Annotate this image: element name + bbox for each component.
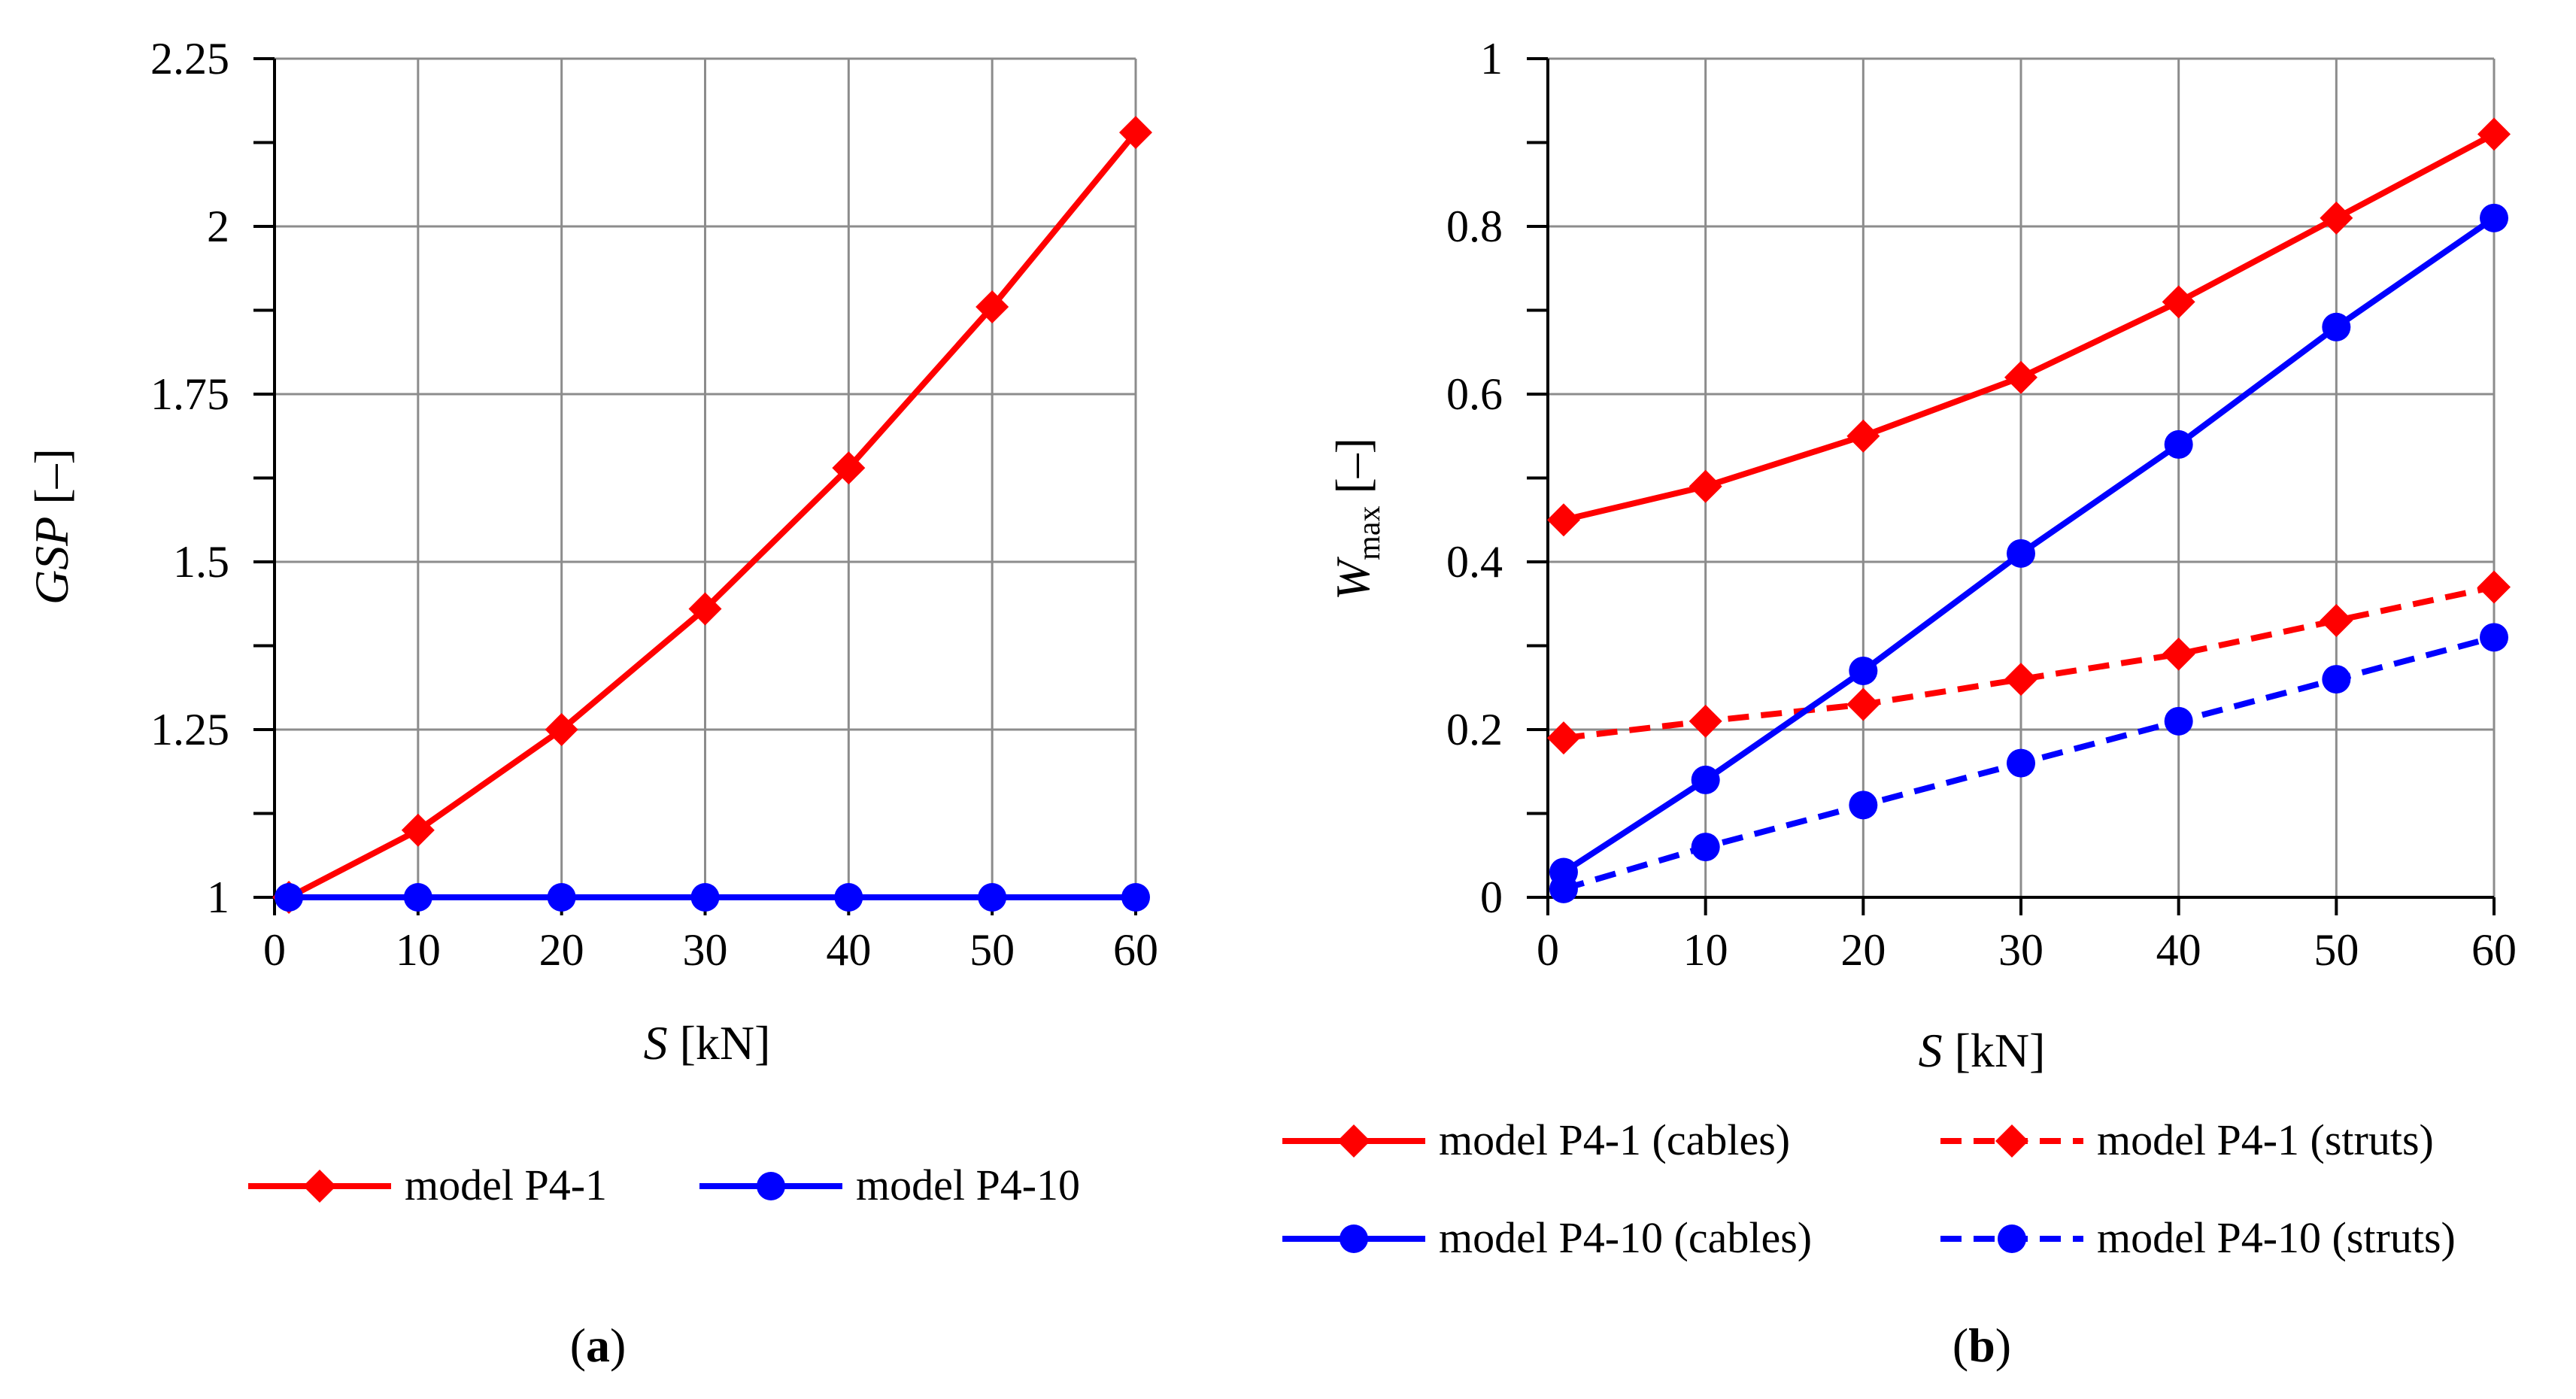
chart-b-data-point xyxy=(1546,721,1580,755)
chart-b-data-point xyxy=(1849,656,1878,685)
chart-b-data-point xyxy=(1689,704,1722,738)
chart-a-data-point xyxy=(275,883,304,912)
chart-b-data-point xyxy=(2322,312,2351,341)
chart-b-y-tick-label: 0 xyxy=(1480,872,1503,922)
chart-b-data-point xyxy=(1549,874,1578,903)
chart-b-y-tick-label: 0.2 xyxy=(1446,705,1503,754)
chart-a-y-tick-label: 1.25 xyxy=(150,705,229,754)
chart-b-data-point xyxy=(2004,663,2037,696)
chart-b-data-point xyxy=(2480,203,2508,232)
legend-marker-0 xyxy=(1337,1124,1370,1158)
chart-a-data-point xyxy=(1121,883,1150,912)
chart-a-x-tick-label: 50 xyxy=(969,925,1015,975)
chart-b-data-point xyxy=(2320,604,2353,638)
chart-b-x-tick-label: 20 xyxy=(1840,925,1886,975)
chart-a-data-point xyxy=(690,883,720,912)
chart-a-x-axis-title: S [kN] xyxy=(644,1016,771,1070)
chart-b-data-point xyxy=(2322,665,2351,694)
chart-a-legend: model P4-1 model P4-10 xyxy=(248,1161,1080,1209)
chart-b-data-point xyxy=(2004,360,2037,394)
chart-a: 0 10 20 30 40 50 60 1 1.25 1.5 1.75 2 2.25 GSP [–] S… xyxy=(25,34,1158,1372)
chart-b-data-point xyxy=(2477,117,2511,151)
chart-b-series xyxy=(1546,117,2511,903)
chart-b: 0 10 20 30 40 50 60 0 0.2 0.4 0.6 0.8 1 Wmax [–] S [… xyxy=(1282,34,2517,1372)
chart-a-x-tick-label: 0 xyxy=(263,925,286,975)
chart-b-data-point xyxy=(2162,285,2195,319)
chart-b-y-axis-title: Wmax [–] xyxy=(1326,438,1387,600)
chart-b-panel-label: (b) xyxy=(1952,1319,2011,1372)
chart-a-y-axis-title: GSP [–] xyxy=(25,448,78,605)
chart-a-data-point xyxy=(832,451,866,485)
chart-a-frame xyxy=(253,57,1137,915)
chart-b-y-tick-label: 0.4 xyxy=(1446,537,1503,587)
chart-b-y-tick-label: 0.8 xyxy=(1446,202,1503,251)
chart-b-data-point xyxy=(2007,539,2035,568)
chart-b-x-axis-title: S [kN] xyxy=(1919,1024,2046,1077)
chart-b-x-tick-label: 30 xyxy=(1998,925,2044,975)
legend-marker-1 xyxy=(1995,1124,2028,1158)
chart-b-frame xyxy=(1527,57,2496,915)
chart-a-grid xyxy=(275,57,1137,897)
legend-label-1: model P4-10 xyxy=(856,1161,1080,1209)
legend-marker-0 xyxy=(303,1170,336,1203)
chart-a-x-tick-label: 40 xyxy=(826,925,871,975)
chart-b-data-point xyxy=(2477,570,2511,604)
chart-a-data-point xyxy=(975,290,1009,324)
chart-b-data-point xyxy=(2480,623,2508,652)
chart-a-x-tick-label: 10 xyxy=(396,925,441,975)
legend-label-3: model P4-10 (struts) xyxy=(2097,1213,2456,1262)
chart-b-data-point xyxy=(2320,201,2353,235)
chart-a-data-point xyxy=(978,883,1007,912)
legend-marker-3 xyxy=(1998,1225,2026,1253)
chart-a-y-tick-label: 2.25 xyxy=(150,34,229,83)
chart-a-series-line-0 xyxy=(287,130,1139,900)
chart-b-data-point xyxy=(1546,503,1580,537)
chart-b-x-tick-label: 50 xyxy=(2314,925,2359,975)
chart-a-tick-labels: 0 10 20 30 40 50 60 1 1.25 1.5 1.75 2 2.25 xyxy=(150,34,1158,975)
chart-b-data-point xyxy=(2007,748,2035,778)
chart-a-y-tick-label: 1.5 xyxy=(173,537,229,587)
chart-b-data-point xyxy=(2162,637,2195,671)
chart-a-data-point xyxy=(401,813,435,847)
chart-b-legend: model P4-1 (cables) model P4-1 (struts) mo… xyxy=(1282,1115,2456,1262)
chart-a-panel-label: (a) xyxy=(570,1319,627,1372)
chart-a-y-tick-label: 2 xyxy=(207,202,229,251)
chart-a-x-tick-label: 30 xyxy=(683,925,728,975)
chart-a-x-tick-label: 60 xyxy=(1113,925,1158,975)
chart-b-x-tick-label: 40 xyxy=(2156,925,2201,975)
chart-b-data-point xyxy=(1689,469,1722,503)
chart-a-data-point xyxy=(834,883,863,912)
chart-a-data-point xyxy=(403,883,432,912)
chart-b-x-tick-label: 60 xyxy=(2471,925,2517,975)
chart-b-x-tick-label: 0 xyxy=(1537,925,1559,975)
chart-a-x-tick-label: 20 xyxy=(539,925,584,975)
chart-b-tick-labels: 0 10 20 30 40 50 60 0 0.2 0.4 0.6 0.8 1 xyxy=(1446,34,2517,975)
chart-b-series-line-0 xyxy=(1563,131,2496,523)
chart-b-data-point xyxy=(1846,419,1880,453)
legend-marker-2 xyxy=(1340,1225,1368,1253)
legend-label-2: model P4-10 (cables) xyxy=(1439,1213,1812,1262)
chart-b-y-tick-label: 0.6 xyxy=(1446,369,1503,419)
chart-b-data-point xyxy=(1691,765,1720,794)
legend-marker-1 xyxy=(757,1172,785,1200)
legend-label-0: model P4-1 xyxy=(405,1161,607,1209)
chart-b-data-point xyxy=(1849,791,1878,820)
legend-label-0: model P4-1 (cables) xyxy=(1439,1115,1790,1164)
legend-label-1: model P4-1 (struts) xyxy=(2097,1115,2434,1164)
chart-b-data-point xyxy=(2164,429,2193,459)
chart-a-y-tick-label: 1 xyxy=(207,872,229,922)
chart-a-data-point xyxy=(688,592,722,626)
chart-b-data-point xyxy=(2164,706,2193,736)
chart-a-series xyxy=(272,116,1152,914)
chart-a-y-tick-label: 1.75 xyxy=(150,369,229,419)
chart-b-y-tick-label: 1 xyxy=(1480,34,1503,83)
chart-b-x-tick-label: 10 xyxy=(1683,925,1728,975)
chart-b-data-point xyxy=(1691,833,1720,862)
chart-b-data-point xyxy=(1846,687,1880,721)
chart-a-data-point xyxy=(545,713,578,746)
chart-a-data-point xyxy=(1119,116,1152,150)
chart-a-data-point xyxy=(547,883,576,912)
